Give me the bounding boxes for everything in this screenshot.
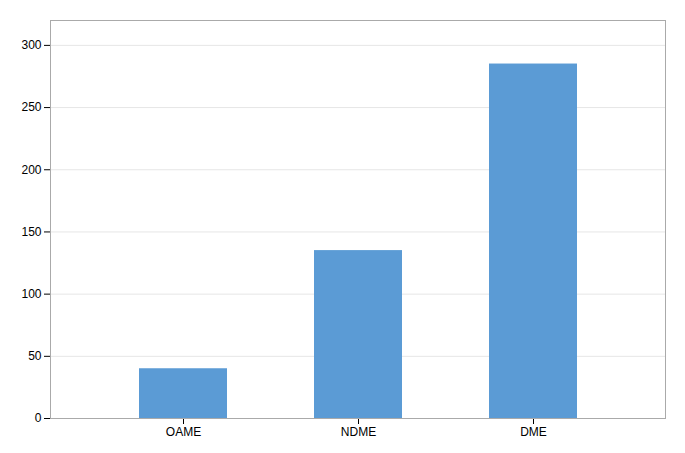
svg-text:50: 50 [28, 349, 42, 363]
svg-text:250: 250 [21, 100, 41, 114]
svg-text:DME: DME [520, 425, 547, 439]
svg-text:NDME: NDME [341, 425, 376, 439]
svg-text:300: 300 [21, 38, 41, 52]
svg-text:0: 0 [35, 411, 42, 425]
svg-text:150: 150 [21, 225, 41, 239]
svg-text:100: 100 [21, 287, 41, 301]
svg-text:200: 200 [21, 163, 41, 177]
svg-text:OAME: OAME [166, 425, 201, 439]
